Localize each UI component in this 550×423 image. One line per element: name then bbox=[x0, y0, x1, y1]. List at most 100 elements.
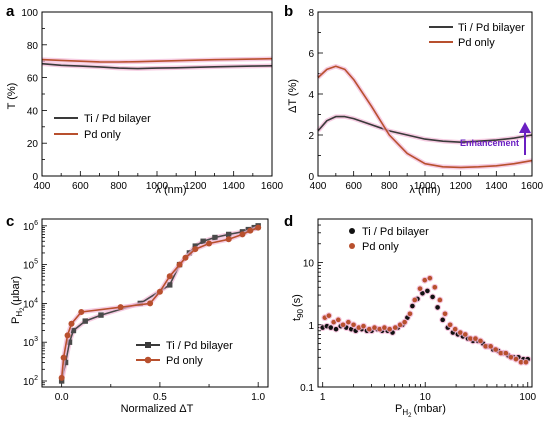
y-tick-label: 6 bbox=[308, 49, 314, 60]
x-tick-label: 400 bbox=[310, 181, 327, 192]
y-tick-label: 105 bbox=[23, 259, 38, 272]
data-point-pd-only bbox=[247, 227, 254, 234]
data-point-pd-only bbox=[417, 286, 423, 291]
data-point-pd-only bbox=[478, 338, 483, 344]
data-point-ti-pd bbox=[410, 303, 415, 309]
data-point-pd-only bbox=[402, 319, 407, 325]
legend-marker-ti-pd bbox=[349, 228, 355, 234]
ylabel-main: P bbox=[10, 317, 22, 324]
series-line-pd-only bbox=[41, 57, 273, 63]
data-point-ti-pd bbox=[212, 234, 218, 241]
panel-d-legend: Ti / Pd bilayer Pd only bbox=[349, 226, 429, 253]
data-point-pd-only bbox=[513, 356, 519, 362]
y-tick-label: 103 bbox=[23, 336, 38, 349]
legend-marker-pd-only bbox=[349, 243, 355, 249]
y-tick-label: 20 bbox=[27, 139, 39, 150]
data-point-pd-only bbox=[503, 350, 509, 356]
x-tick-label: 400 bbox=[34, 181, 51, 192]
data-point-ti-pd bbox=[192, 243, 198, 249]
x-tick-label: 1000 bbox=[146, 181, 169, 192]
x-tick-label: 100 bbox=[519, 392, 536, 403]
panel-letter-d: d bbox=[284, 213, 293, 230]
x-tick-label: 1200 bbox=[184, 181, 207, 192]
data-point-pd-only bbox=[427, 275, 433, 281]
data-point-pd-only bbox=[156, 288, 163, 295]
data-point-ti-pd bbox=[225, 231, 232, 238]
x-tick-label: 1600 bbox=[521, 181, 544, 192]
data-point-pd-only bbox=[523, 359, 529, 365]
data-point-pd-only bbox=[377, 326, 383, 332]
data-point-pd-only bbox=[346, 319, 351, 325]
data-point-pd-only bbox=[372, 325, 377, 330]
panel-a-plot: 400 600 800 1000 1200 1400 1600 0 20 40 60 80 100 bbox=[21, 8, 283, 192]
data-point-pd-only bbox=[225, 236, 232, 243]
panel-c-ylabel: PH2(μbar) bbox=[10, 276, 26, 324]
x-tick-label: 1200 bbox=[450, 181, 473, 192]
panel-c-ylabel-text: PH2(μbar) bbox=[10, 276, 26, 324]
y-tick-label: 0.1 bbox=[300, 383, 314, 394]
panel-a-legend: Ti / Pd bilayer Pd only bbox=[54, 113, 151, 141]
data-point-pd-only bbox=[463, 332, 468, 337]
y-tick-label: 104 bbox=[23, 297, 38, 310]
series-line-pd-only bbox=[317, 65, 533, 169]
panel-c: c 0.0 0.5 1.0 102 103 104 105 106 PH2(μbar) Nor… bbox=[6, 213, 269, 415]
xlabel-subsub: 2 bbox=[408, 413, 412, 419]
data-point-pd-only bbox=[255, 224, 262, 231]
data-point-ti-pd bbox=[62, 359, 69, 366]
data-point-pd-only bbox=[356, 325, 362, 330]
panel-a-ylabel: T (%) bbox=[6, 83, 18, 110]
legend-label-ti-pd: Ti / Pd bilayer bbox=[84, 113, 151, 125]
data-point-pd-only bbox=[331, 319, 336, 325]
data-point-pd-only bbox=[367, 326, 372, 332]
y-tick-label: 10 bbox=[303, 259, 315, 270]
y-tick-label: 100 bbox=[21, 8, 38, 19]
data-point-ti-pd bbox=[167, 282, 173, 288]
data-point-pd-only bbox=[239, 231, 246, 238]
legend-label-pd-only: Pd only bbox=[84, 129, 121, 141]
data-point-pd-only bbox=[206, 240, 213, 247]
legend-marker-pd-only bbox=[144, 356, 152, 364]
y-tick-label: 4 bbox=[308, 90, 314, 101]
x-tick-label: 1400 bbox=[223, 181, 246, 192]
xlabel-unit: (mbar) bbox=[413, 403, 445, 415]
data-point-ti-pd bbox=[82, 318, 88, 324]
data-point-pd-only bbox=[422, 277, 428, 283]
data-point-pd-only bbox=[458, 330, 463, 335]
data-point-ti-pd bbox=[70, 327, 77, 334]
data-point-pd-only bbox=[412, 297, 418, 303]
panel-c-plot: 0.0 0.5 1.0 102 103 104 105 106 bbox=[23, 218, 269, 403]
x-tick-label: 1400 bbox=[485, 181, 508, 192]
series-halo-pd-only bbox=[59, 225, 260, 379]
data-point-pd-only bbox=[392, 325, 398, 330]
plot-frame bbox=[317, 218, 533, 388]
data-point-pd-only bbox=[68, 320, 75, 327]
data-point-pd-only bbox=[407, 311, 413, 317]
legend-label-ti-pd: Ti / Pd bilayer bbox=[458, 22, 525, 34]
data-point-pd-only bbox=[192, 246, 199, 253]
ylabel-unit: (s) bbox=[291, 294, 303, 307]
x-tick-label: 1 bbox=[320, 392, 326, 403]
legend-label-ti-pd: Ti / Pd bilayer bbox=[166, 340, 233, 352]
series-line-ti-pd bbox=[41, 62, 273, 70]
legend-label-ti-pd: Ti / Pd bilayer bbox=[362, 226, 429, 238]
panel-b-plot: 400 600 800 1000 1200 1400 1600 0 2 4 6 8 bbox=[308, 8, 543, 192]
data-point-pd-only bbox=[473, 336, 478, 341]
x-tick-label: 1000 bbox=[414, 181, 437, 192]
y-tick-label: 40 bbox=[27, 106, 39, 117]
data-point-ti-pd bbox=[435, 305, 440, 310]
y-tick-label: 102 bbox=[23, 375, 38, 388]
data-point-ti-pd bbox=[58, 378, 65, 384]
panel-a: a 400 600 800 1000 1200 1400 1600020406080100 … bbox=[6, 3, 284, 196]
y-tick-label: 0 bbox=[308, 172, 314, 183]
data-point-pd-only bbox=[64, 332, 71, 339]
x-tick-label: 10 bbox=[420, 392, 432, 403]
data-point-pd-only bbox=[117, 304, 124, 311]
data-point-ti-pd bbox=[420, 291, 425, 296]
plot-frame bbox=[41, 218, 269, 388]
x-tick-label: 600 bbox=[345, 181, 362, 192]
data-point-pd-only bbox=[498, 350, 504, 356]
data-point-pd-only bbox=[147, 300, 154, 307]
data-point-pd-only bbox=[166, 273, 173, 280]
x-tick-label: 1600 bbox=[261, 181, 284, 192]
panel-d-xlabel: PH2(mbar) bbox=[395, 403, 446, 419]
